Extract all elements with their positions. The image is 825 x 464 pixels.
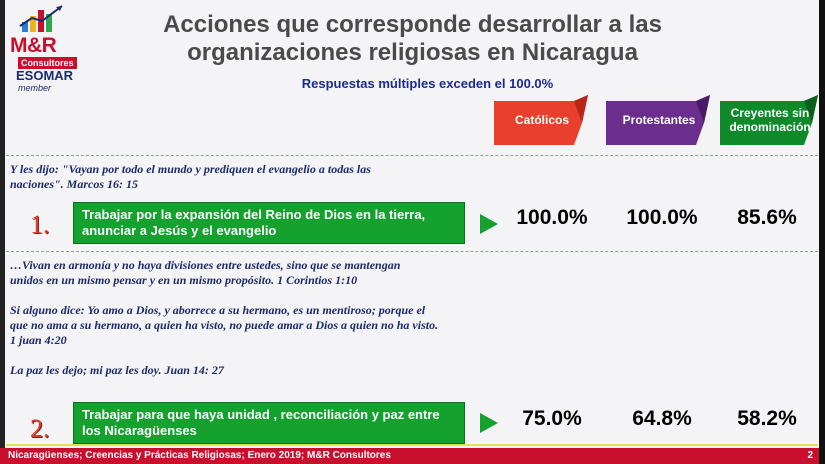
title-line-1: Acciones que corresponde desarrollar a l… [163, 11, 662, 38]
column-header-protestantes: Protestantes [606, 95, 712, 152]
footer-text: Nicaragüenses; Creencias y Prácticas Rel… [8, 450, 391, 461]
action-box-1: Trabajar por la expansión del Reino de D… [73, 202, 465, 244]
bible-quote-1: Y les dijo: "Vayan por todo el mundo y p… [10, 162, 371, 191]
row-divider [6, 251, 818, 252]
value-protestantes-row-2: 64.8% [632, 407, 692, 430]
arrow-right-icon [480, 214, 498, 234]
slide-title: Acciones que corresponde desarrollar a l… [80, 11, 745, 67]
value-catolicos-row-2: 75.0% [522, 407, 582, 430]
logo-subtitle: Consultores [18, 57, 77, 69]
value-creyentes-row-1: 85.6% [737, 206, 797, 229]
title-line-2: organizaciones religiosas en Nicaragua [187, 39, 638, 66]
column-label-protestantes: Protestantes [622, 112, 696, 127]
slide-subtitle: Respuestas múltiples exceden el 100.0% [301, 76, 554, 91]
action-box-2: Trabajar para que haya unidad , reconcil… [73, 402, 465, 444]
bible-quote-2: …Vivan en armonía y no haya divisiones e… [10, 258, 439, 377]
row-number-1: 1. [30, 210, 50, 239]
header-divider [6, 155, 818, 156]
arrow-right-icon [480, 413, 498, 433]
value-catolicos-row-1: 100.0% [516, 206, 588, 229]
column-header-creyentes: Creyentes sin denominación [720, 95, 820, 152]
bar-chart-logo-icon [19, 5, 63, 32]
footer-bar: Nicaragüenses; Creencias y Prácticas Rel… [0, 448, 825, 464]
red-arrow-banner-icon [494, 95, 588, 145]
page-number: 2 [807, 450, 813, 461]
column-label-catolicos: Católicos [514, 112, 569, 127]
value-creyentes-row-2: 58.2% [737, 407, 797, 430]
member-label: member [18, 83, 52, 93]
value-protestantes-row-1: 100.0% [626, 206, 698, 229]
column-header-catolicos: Católicos [494, 95, 590, 152]
company-logo: M&R Consultores ESOMAR member [6, 4, 77, 96]
bottom-accent-line [6, 444, 818, 446]
esomar-label: ESOMAR [16, 68, 74, 83]
logo-name: M&R [10, 34, 57, 57]
row-number-2: 2. [30, 414, 50, 443]
column-label-creyentes: Creyentes sin denominación [729, 105, 811, 134]
green-arrow-banner-icon [720, 95, 818, 145]
purple-arrow-banner-icon [606, 95, 710, 145]
